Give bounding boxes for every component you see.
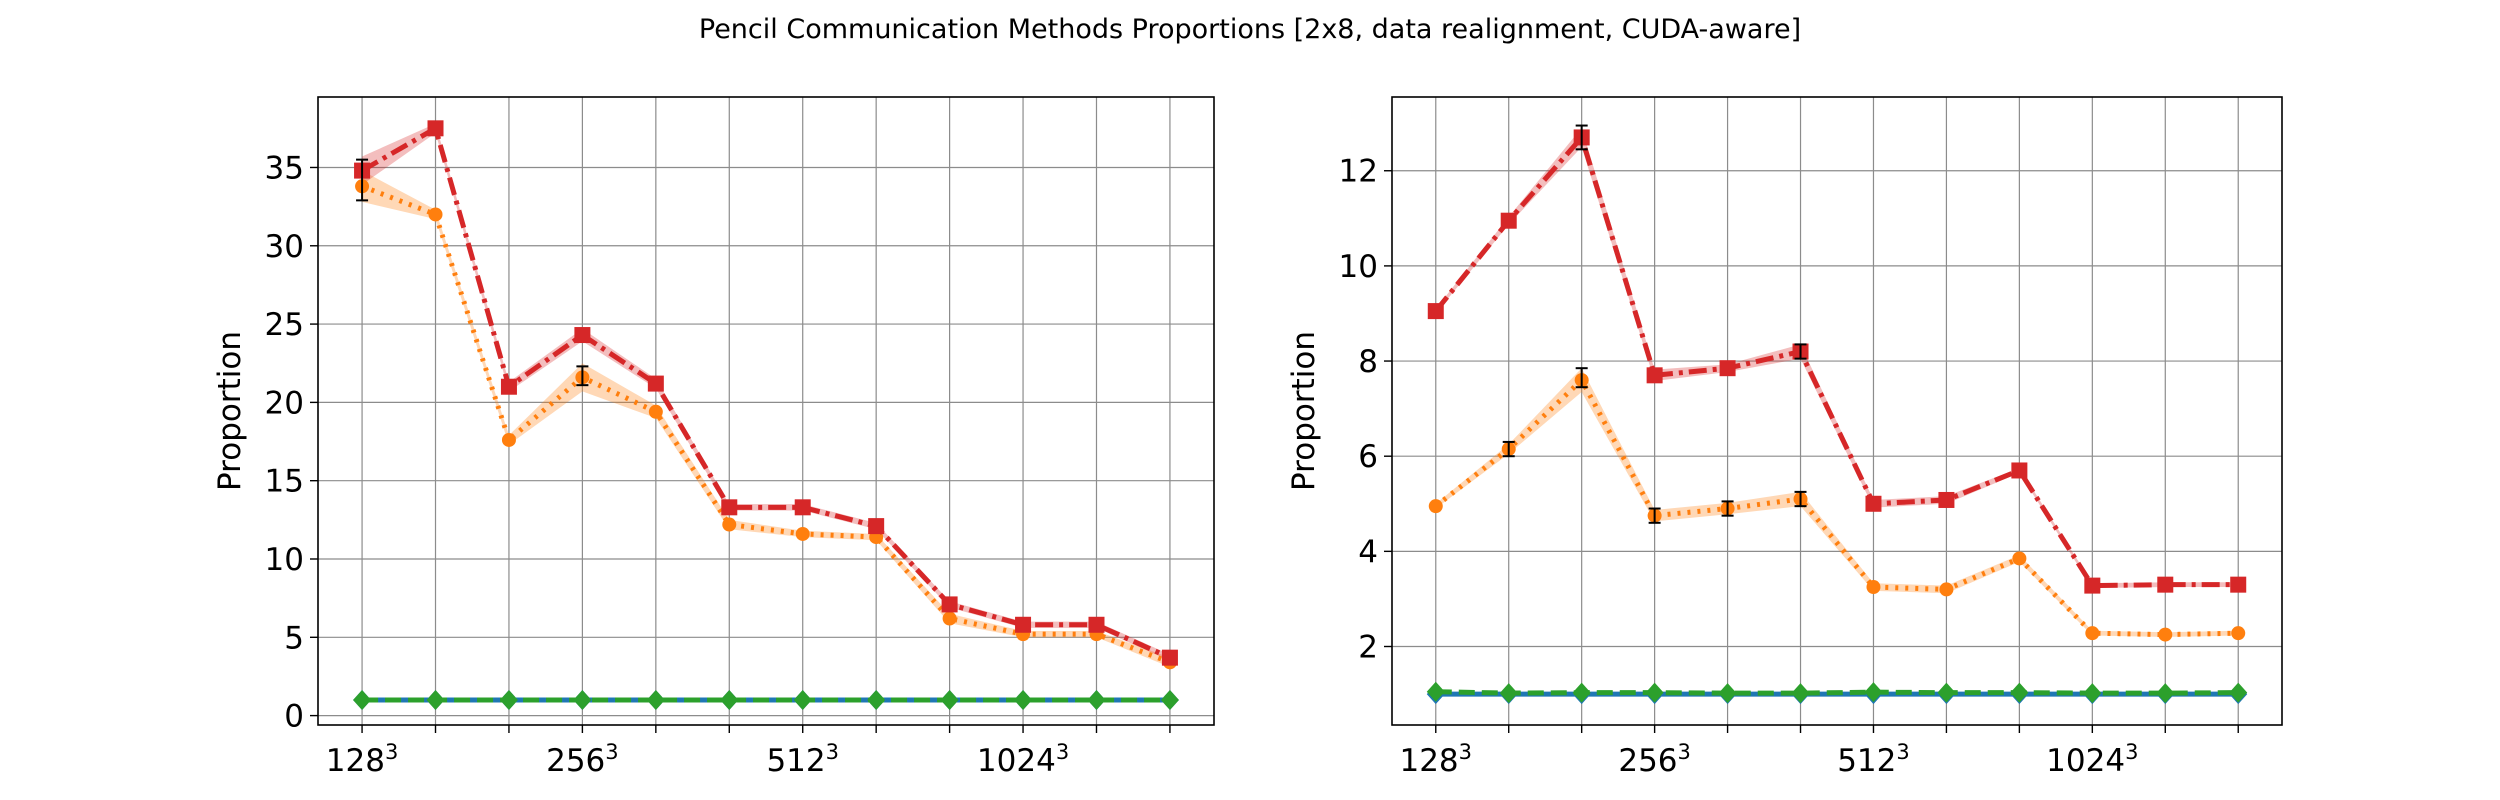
data-point [1866,580,1881,595]
x-tick-label: 2563 [546,740,619,779]
data-point [793,689,812,710]
data-point [2230,576,2247,593]
data-point [1939,582,1954,597]
data-point [427,120,444,137]
data-point [2012,551,2027,566]
y-tick-label: 30 [265,229,304,265]
y-tick-label: 8 [1358,344,1378,380]
data-point [1087,689,1106,710]
data-point [722,517,737,532]
data-point [1499,683,1518,704]
data-point [941,596,958,613]
x-tick-label: 5123 [766,740,839,779]
y-axis-label: Proportion [1286,331,1322,491]
data-point [2229,682,2248,703]
data-point [1088,616,1105,633]
y-tick-label: 10 [265,542,304,578]
data-point [1427,303,1444,320]
y-tick-label: 15 [265,464,304,500]
x-tick-label: 10243 [977,740,1069,779]
data-point [2157,576,2174,593]
data-point [1646,367,1663,384]
y-tick-label: 0 [284,699,304,735]
data-point [720,689,739,710]
series-band-4 [362,123,1170,661]
series-line-4 [360,124,1171,660]
y-tick-label: 35 [265,150,304,186]
data-point [1014,689,1033,710]
data-point [1645,682,1664,703]
data-point [501,432,516,447]
figure-title: Pencil Communication Methods Proportions… [698,14,1802,45]
data-point [574,327,591,344]
data-point [2156,683,2175,704]
data-point [2083,683,2102,704]
data-point [868,518,885,535]
data-point [647,375,664,392]
data-point [1572,682,1591,703]
x-tick-label: 1283 [1399,740,1472,779]
data-point [867,689,886,710]
chart-panel-1: 0 5 10 15 20 25 30 35 1283 2563 5123 10243 Proportio… [212,96,1215,779]
series-line-2 [1435,689,2239,696]
data-point [2011,462,2028,479]
data-point [2085,626,2100,641]
data-point [2084,577,2101,594]
data-point [1718,683,1737,704]
series-line-3 [361,183,1171,665]
series-band-3 [1435,368,2239,637]
series-line-4 [1433,132,2239,589]
data-point [942,611,957,626]
data-point [1160,689,1179,710]
data-point [500,378,517,395]
axes-frame [317,96,1215,726]
axes-frame [1391,96,2283,726]
data-point [1015,616,1032,633]
y-tick-label: 2 [1358,630,1378,666]
y-tick-label: 4 [1358,534,1378,570]
x-tick-label: 5123 [1837,740,1910,779]
data-point [1500,212,1517,229]
data-point [646,689,665,710]
series-band-4 [1435,127,2239,588]
data-point [1426,681,1445,702]
x-tick-label: 10243 [2046,740,2138,779]
data-point [1937,682,1956,703]
data-point [1161,649,1178,666]
data-point [2231,626,2246,641]
data-point [1719,360,1736,377]
data-point [1864,682,1883,703]
data-point [353,689,372,710]
y-axis-label: Proportion [212,331,248,491]
data-point [648,404,663,419]
y-tick-label: 20 [265,385,304,421]
y-tick-label: 10 [1339,249,1378,285]
data-point [721,499,738,516]
chart-panel-2: 2 4 6 8 10 12 1283 2563 5123 10243 Proportion [1286,96,2283,779]
data-point [426,689,445,710]
x-tick-label: 1283 [326,740,399,779]
y-tick-label: 12 [1339,154,1378,190]
data-point [2158,627,2173,642]
y-tick-label: 25 [265,307,304,343]
y-tick-label: 6 [1358,439,1378,475]
series-band-3 [362,170,1170,668]
data-point [1428,499,1443,514]
data-point [795,526,810,541]
data-point [1791,683,1810,704]
series-line-3 [1434,376,2239,638]
data-point [428,207,443,222]
data-point [499,689,518,710]
data-point [573,689,592,710]
data-point [2010,682,2029,703]
data-point [1938,491,1955,508]
x-tick-label: 2563 [1618,740,1691,779]
data-point [1865,495,1882,512]
y-tick-label: 5 [284,620,304,656]
data-point [940,689,959,710]
data-point [794,499,811,516]
